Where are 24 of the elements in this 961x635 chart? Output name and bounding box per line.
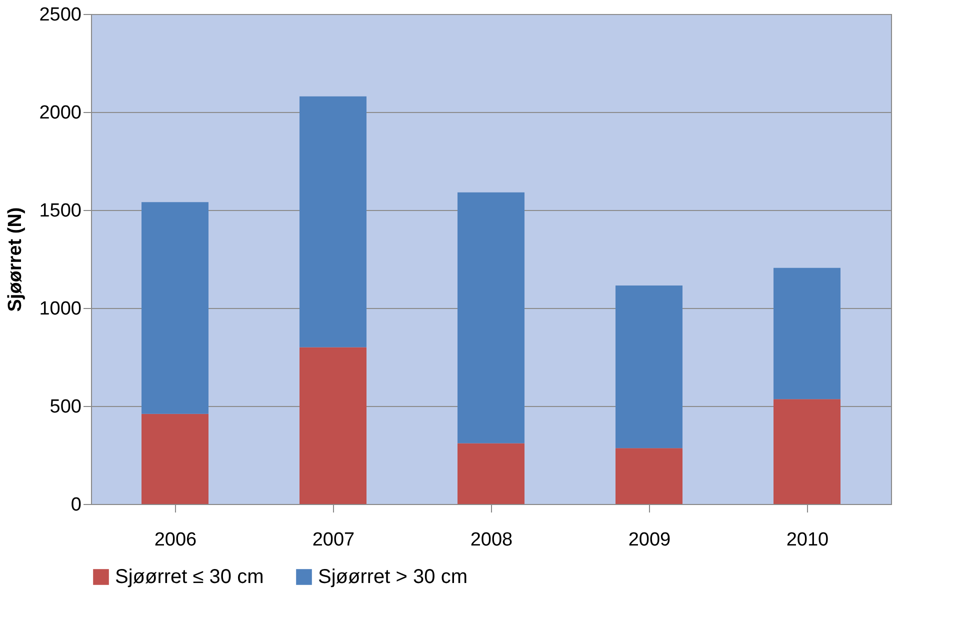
bar — [300, 96, 366, 348]
legend-label: Sjøørret > 30 cm — [318, 566, 468, 588]
y-tick-label: 2000 — [39, 102, 82, 124]
bar — [458, 192, 524, 444]
bar — [774, 268, 840, 400]
legend-label: Sjøørret ≤ 30 cm — [115, 566, 264, 588]
bar — [300, 347, 366, 504]
y-tick-label: 0 — [70, 494, 82, 516]
bar — [458, 443, 524, 504]
bar — [142, 202, 208, 414]
y-tick-label: 500 — [50, 396, 82, 418]
x-tick-label: 2008 — [470, 530, 513, 550]
x-tick-label: 2009 — [628, 530, 671, 550]
bar — [774, 399, 840, 504]
y-tick-label: 1000 — [39, 298, 82, 320]
x-tick-label: 2010 — [786, 530, 829, 550]
bar — [616, 285, 682, 448]
y-tick-label: 1500 — [39, 200, 82, 222]
x-tick-label: 2006 — [154, 530, 197, 550]
bar — [142, 414, 208, 504]
bar — [616, 448, 682, 504]
y-tick-label: 2500 — [39, 4, 82, 26]
x-tick-label: 2007 — [312, 530, 355, 550]
y-axis-title: Sjøørret (N) — [5, 207, 26, 312]
